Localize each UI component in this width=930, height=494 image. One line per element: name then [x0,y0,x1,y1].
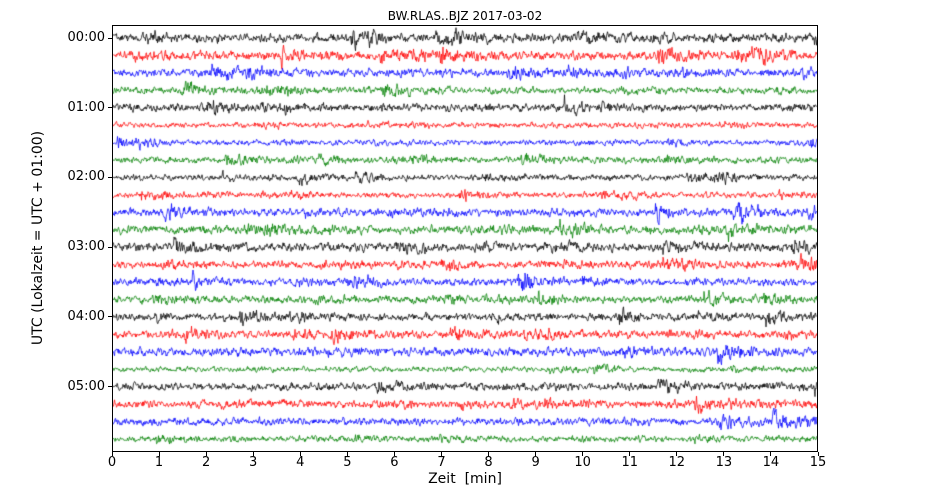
x-tick-mark [252,452,254,456]
x-tick-label: 5 [343,455,352,470]
y-tick-label: 02:00 [67,169,105,185]
x-tick-mark [817,452,819,456]
chart-title: BW.RLAS..BJZ 2017-03-02 [387,9,543,23]
x-tick-mark [535,452,537,456]
x-tick-mark [629,452,631,456]
x-tick-mark [770,452,772,456]
x-tick-mark [346,452,348,456]
x-tick-mark [393,452,395,456]
x-tick-label: 0 [107,455,117,470]
y-tick-mark [108,316,112,318]
x-tick-label: 9 [531,455,540,470]
x-tick-label: 10 [574,455,591,470]
x-tick-mark [723,452,725,456]
x-tick-label: 7 [437,455,446,470]
x-tick-label: 11 [621,455,638,470]
plot-area [112,25,818,452]
y-tick-label: 03:00 [67,239,105,255]
y-tick-label: 05:00 [67,378,105,394]
y-axis-label: UTC (Lokalzeit = UTC + 01:00) [30,130,46,346]
x-tick-label: 14 [762,455,780,470]
y-tick-mark [108,176,112,178]
x-tick-label: 1 [154,455,164,470]
x-tick-mark [440,452,442,456]
x-tick-mark [205,452,207,456]
y-tick-mark [108,107,112,109]
x-tick-mark [488,452,490,456]
y-tick-mark [108,37,112,39]
x-tick-label: 8 [484,455,493,470]
x-tick-label: 3 [249,455,258,470]
x-tick-mark [158,452,160,456]
x-tick-label: 2 [201,455,211,470]
x-axis-label: Zeit [min] [428,471,502,487]
y-tick-label: 00:00 [67,30,105,45]
x-tick-mark [111,452,113,456]
x-tick-mark [582,452,584,456]
x-tick-label: 6 [390,455,399,470]
seismogram-traces [113,26,817,451]
y-tick-mark [108,386,112,388]
x-tick-label: 13 [715,455,733,470]
y-tick-label: 01:00 [67,99,105,115]
x-tick-label: 4 [296,455,305,470]
x-tick-mark [676,452,678,456]
x-tick-mark [299,452,301,456]
x-tick-label: 15 [809,455,827,470]
x-tick-label: 12 [668,455,686,470]
y-tick-label: 04:00 [67,308,105,324]
y-tick-mark [108,246,112,248]
